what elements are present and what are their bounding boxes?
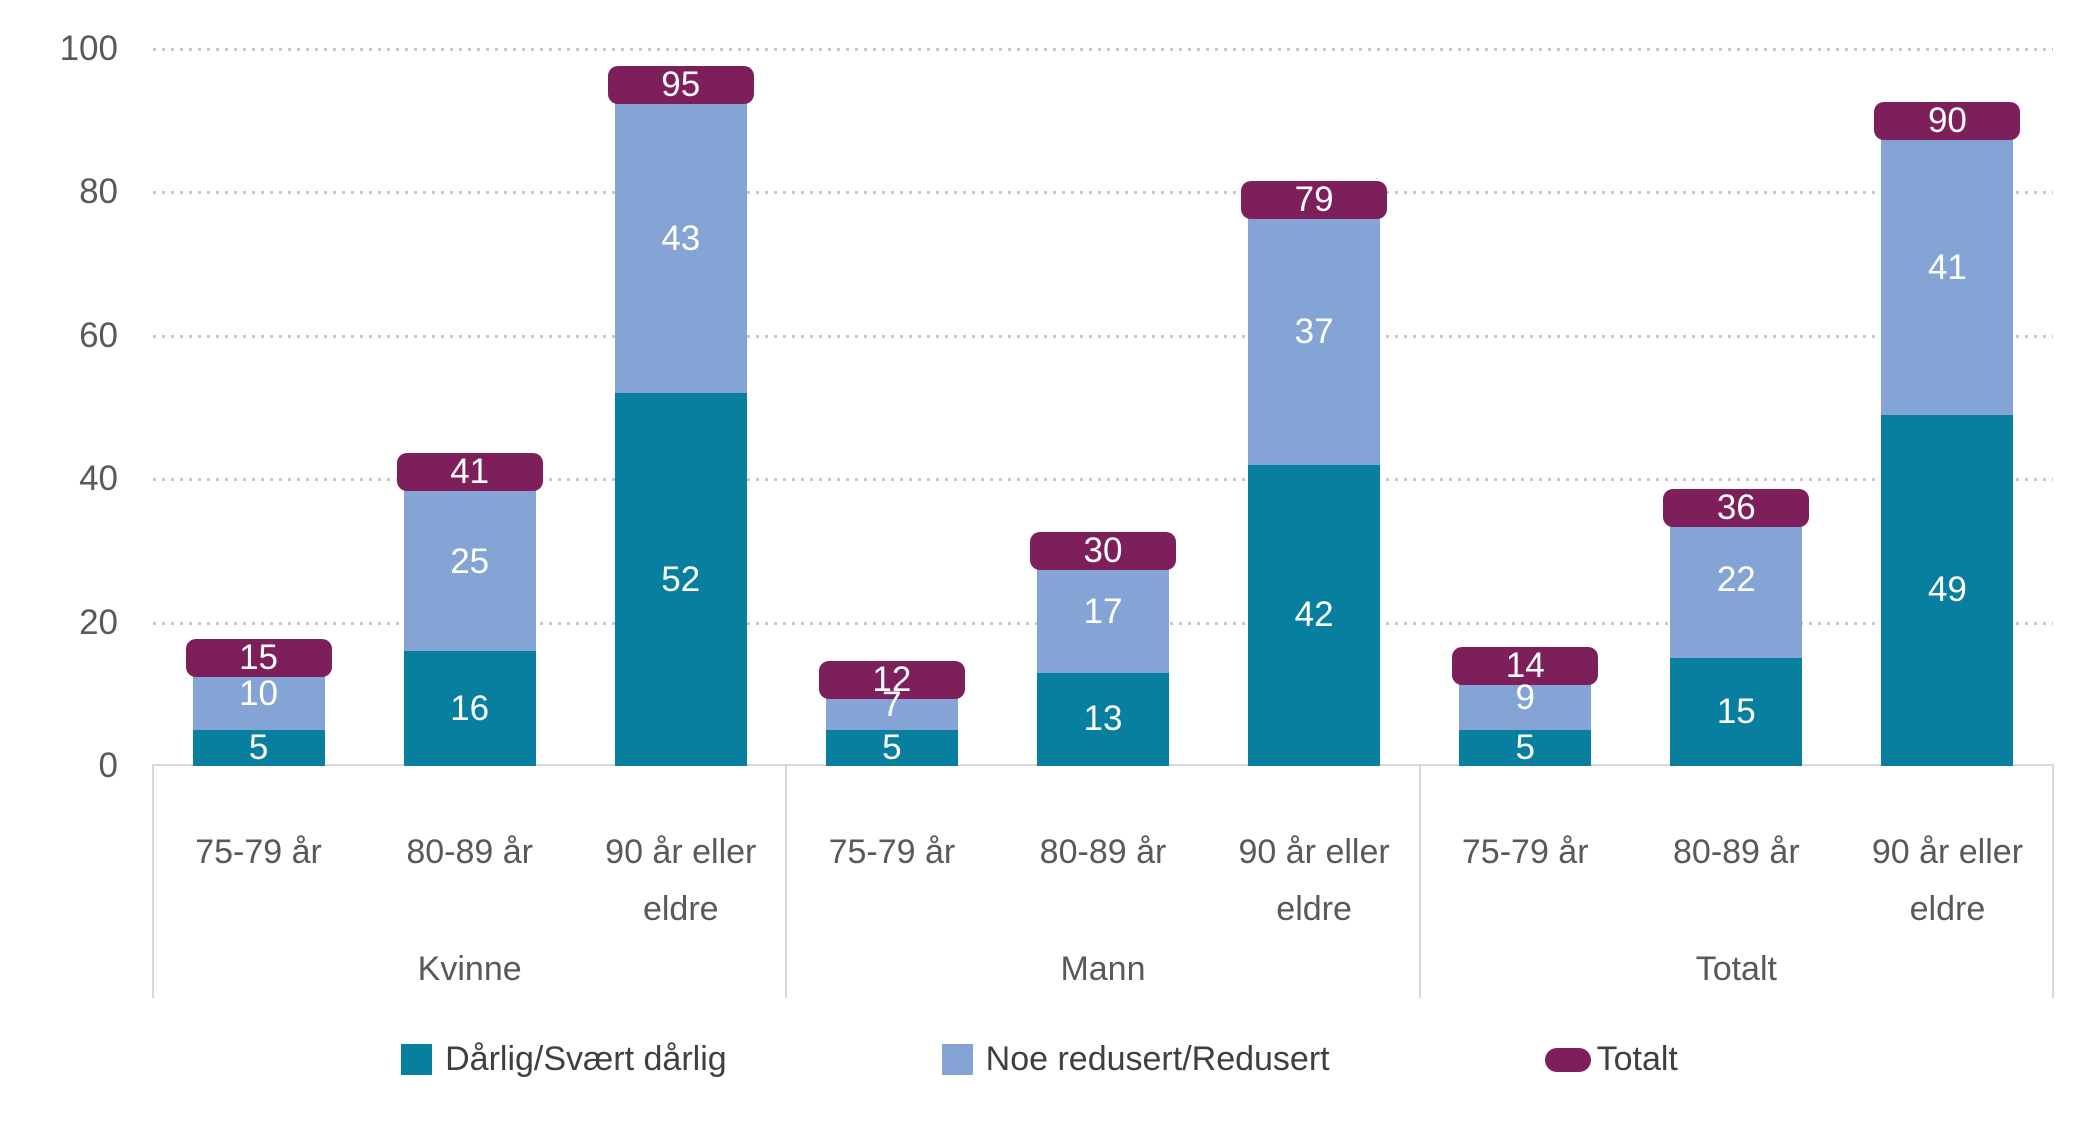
- group-divider: [152, 764, 154, 998]
- value-label-darlig: 49: [1927, 570, 1967, 610]
- total-cap: [1452, 646, 1599, 685]
- value-label-darlig: 5: [248, 728, 269, 768]
- y-axis-tick-label-20: 20: [79, 602, 118, 642]
- legend-label-redusert: Noe redusert/Redusert: [985, 1040, 1330, 1078]
- bar-segment-darlig: [1248, 464, 1381, 766]
- bar-segment-redusert: [1037, 550, 1169, 673]
- category-label: 90 år eller eldre: [1871, 833, 2024, 928]
- value-label-totalt: 30: [1083, 530, 1123, 570]
- total-cap: [1030, 531, 1176, 570]
- category-label: 80-89 år: [1673, 833, 1800, 871]
- value-label-totalt: 90: [1927, 100, 1967, 140]
- legend-label-darlig: Dårlig/Svært dårlig: [445, 1040, 727, 1078]
- gridline-100: [153, 48, 2053, 51]
- value-label-redusert: 10: [239, 674, 279, 714]
- bar-segment-redusert: [614, 84, 747, 394]
- value-label-totalt: 79: [1294, 179, 1334, 219]
- group-divider: [2052, 764, 2054, 998]
- bar-segment-darlig: [1881, 414, 2014, 766]
- total-cap: [396, 453, 543, 492]
- category-label: 75-79 år: [1461, 833, 1589, 871]
- value-label-totalt: 14: [1505, 645, 1545, 685]
- y-axis-tick-label-80: 80: [79, 172, 118, 212]
- value-label-darlig: 15: [1716, 692, 1756, 732]
- bar-segment-darlig: [403, 651, 536, 766]
- group-label-mann: Mann: [1060, 950, 1146, 988]
- y-axis-tick-label-0: 0: [98, 746, 118, 785]
- legend-label-totalt: Totalt: [1596, 1040, 1678, 1078]
- bar-segment-redusert: [1248, 199, 1381, 465]
- value-label-totalt: 41: [450, 452, 490, 492]
- category-label: 80-89 år: [1039, 833, 1167, 871]
- value-label-darlig: 5: [1515, 728, 1535, 768]
- y-axis-tick-label-100: 100: [59, 29, 118, 68]
- bar-segment-darlig: [1670, 658, 1803, 766]
- legend-swatch-redusert: [941, 1044, 973, 1075]
- group-divider: [1418, 764, 1421, 998]
- value-label-totalt: 12: [872, 659, 912, 699]
- value-label-redusert: 41: [1927, 247, 1967, 287]
- value-label-darlig: 16: [450, 688, 490, 728]
- bar-segment-redusert: [1881, 120, 2014, 415]
- value-label-darlig: 52: [661, 559, 701, 599]
- total-cap: [1874, 101, 2021, 140]
- bar-segment-redusert: [1670, 500, 1803, 659]
- value-label-redusert: 25: [450, 541, 490, 581]
- group-divider: [785, 764, 788, 998]
- value-label-redusert: 43: [661, 219, 701, 258]
- category-label: 90 år eller eldre: [605, 833, 757, 928]
- bar-segment-redusert: [403, 472, 536, 652]
- total-cap: [1241, 180, 1388, 219]
- group-label-totalt: Totalt: [1695, 950, 1777, 988]
- category-label: 80-89 år: [406, 833, 533, 871]
- total-cap: [607, 65, 754, 104]
- value-label-darlig: 13: [1083, 699, 1123, 739]
- value-label-darlig: 42: [1294, 595, 1334, 635]
- value-label-totalt: 36: [1716, 487, 1756, 527]
- value-label-redusert: 9: [1515, 677, 1535, 717]
- category-label: 75-79 år: [828, 833, 956, 871]
- bar-segment-darlig: [192, 730, 325, 766]
- legend-swatch-darlig: [401, 1044, 433, 1075]
- value-label-redusert: 37: [1294, 312, 1334, 352]
- bar-segment-darlig: [614, 393, 747, 766]
- value-label-darlig: 5: [882, 728, 902, 768]
- gridline-80: [153, 191, 2053, 195]
- total-cap: [818, 660, 965, 699]
- bar-segment-darlig: [1037, 672, 1169, 766]
- category-label: 90 år eller eldre: [1238, 833, 1390, 928]
- y-axis-tick-label-60: 60: [79, 315, 118, 355]
- gridline-40: [153, 478, 2053, 482]
- legend-item-totalt: Totalt: [1544, 1040, 1678, 1079]
- bar-segment-darlig: [1459, 730, 1592, 766]
- value-label-redusert: 17: [1083, 591, 1123, 631]
- value-label-redusert: 7: [882, 685, 902, 725]
- legend-item-redusert: Noe redusert/Redusert: [941, 1040, 1330, 1079]
- legend-item-darlig: Dårlig/Svært dårlig: [401, 1040, 727, 1079]
- y-axis-tick-label-40: 40: [79, 459, 118, 499]
- bar-segment-darlig: [825, 730, 958, 766]
- value-label-redusert: 22: [1716, 559, 1756, 599]
- value-label-totalt: 15: [239, 638, 279, 678]
- legend: Dårlig/Svært dårlig Noe redusert/Reduser…: [0, 1040, 2079, 1079]
- total-cap: [1663, 488, 1810, 527]
- category-label: 75-79 år: [195, 833, 322, 871]
- legend-swatch-totalt: [1544, 1047, 1591, 1072]
- group-label-kvinne: Kvinne: [417, 950, 522, 988]
- total-cap: [185, 639, 332, 678]
- gridline-60: [153, 334, 2053, 338]
- value-label-totalt: 95: [661, 64, 701, 104]
